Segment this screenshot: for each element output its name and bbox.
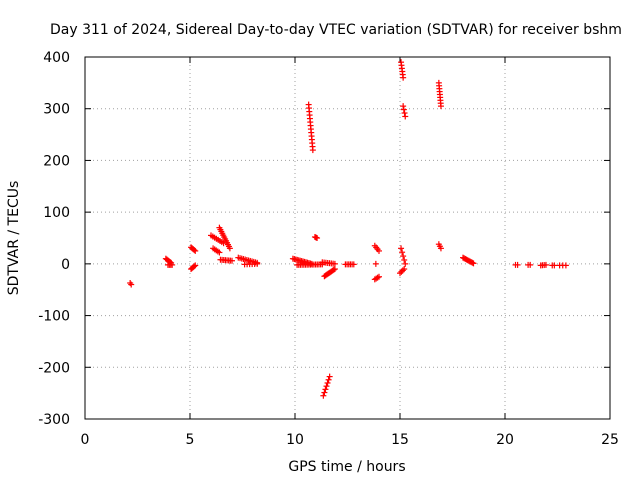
data-point — [437, 245, 444, 252]
data-point — [400, 103, 407, 110]
data-point — [437, 103, 444, 110]
data-point — [229, 257, 235, 264]
data-point — [400, 74, 407, 81]
data-point — [309, 147, 316, 154]
data-point — [398, 245, 405, 252]
y-axis-label: SDTVAR / TECUs — [6, 181, 22, 296]
data-point — [169, 261, 176, 268]
data-points — [127, 59, 569, 399]
data-point — [192, 262, 199, 269]
data-point — [399, 267, 406, 274]
data-point — [372, 260, 379, 267]
y-tick-label: 0 — [61, 257, 70, 273]
data-point — [400, 106, 407, 113]
data-point — [542, 261, 549, 268]
data-point — [402, 260, 409, 267]
data-point — [398, 268, 405, 275]
data-point — [191, 247, 198, 254]
data-point — [402, 113, 409, 120]
data-point — [399, 249, 406, 256]
data-point — [323, 383, 330, 390]
data-point — [401, 110, 408, 117]
x-axis-label: GPS time / hours — [288, 459, 405, 475]
data-point — [226, 245, 233, 252]
data-point — [326, 373, 333, 380]
data-point — [514, 261, 521, 268]
data-point — [527, 261, 534, 268]
data-point — [320, 392, 327, 399]
data-point — [551, 262, 558, 269]
data-point — [376, 273, 382, 280]
data-point — [321, 389, 328, 396]
data-point — [331, 266, 338, 273]
data-point — [322, 386, 329, 393]
data-point — [331, 260, 338, 267]
x-tick-label: 25 — [601, 432, 619, 448]
x-tick-label: 5 — [186, 432, 195, 448]
data-point — [470, 260, 477, 267]
y-tick-label: 100 — [43, 205, 70, 221]
data-point — [350, 261, 357, 268]
data-point — [401, 256, 408, 263]
y-tick-label: -300 — [38, 412, 70, 428]
data-point — [469, 259, 476, 266]
data-point — [314, 235, 321, 241]
x-tick-labels: 0 5 10 15 20 25 — [81, 432, 619, 448]
data-point — [401, 266, 408, 273]
data-point — [400, 253, 407, 260]
y-tick-labels: -300 -200 -100 0 100 200 300 400 — [38, 50, 70, 428]
y-tick-label: -200 — [38, 360, 70, 376]
plot-frame — [84, 56, 611, 420]
data-point — [324, 379, 331, 386]
data-point — [325, 376, 332, 383]
data-point — [330, 266, 337, 273]
data-point — [562, 262, 569, 269]
x-tick-label: 20 — [496, 432, 514, 448]
grid-lines — [85, 57, 610, 419]
axis-ticks — [84, 56, 611, 420]
chart-title: Day 311 of 2024, Sidereal Day-to-day VTE… — [50, 22, 622, 38]
data-point — [254, 260, 261, 267]
x-tick-label: 15 — [391, 432, 409, 448]
y-tick-label: 400 — [43, 50, 70, 66]
data-point — [216, 249, 223, 256]
y-tick-label: -100 — [38, 309, 70, 325]
data-point — [397, 270, 403, 277]
data-point — [376, 247, 382, 254]
y-tick-label: 200 — [43, 153, 70, 169]
x-tick-label: 10 — [286, 432, 304, 448]
data-point — [191, 263, 198, 270]
data-point — [128, 281, 135, 288]
data-point — [192, 247, 199, 254]
y-tick-label: 300 — [43, 102, 70, 118]
x-tick-label: 0 — [81, 432, 90, 448]
